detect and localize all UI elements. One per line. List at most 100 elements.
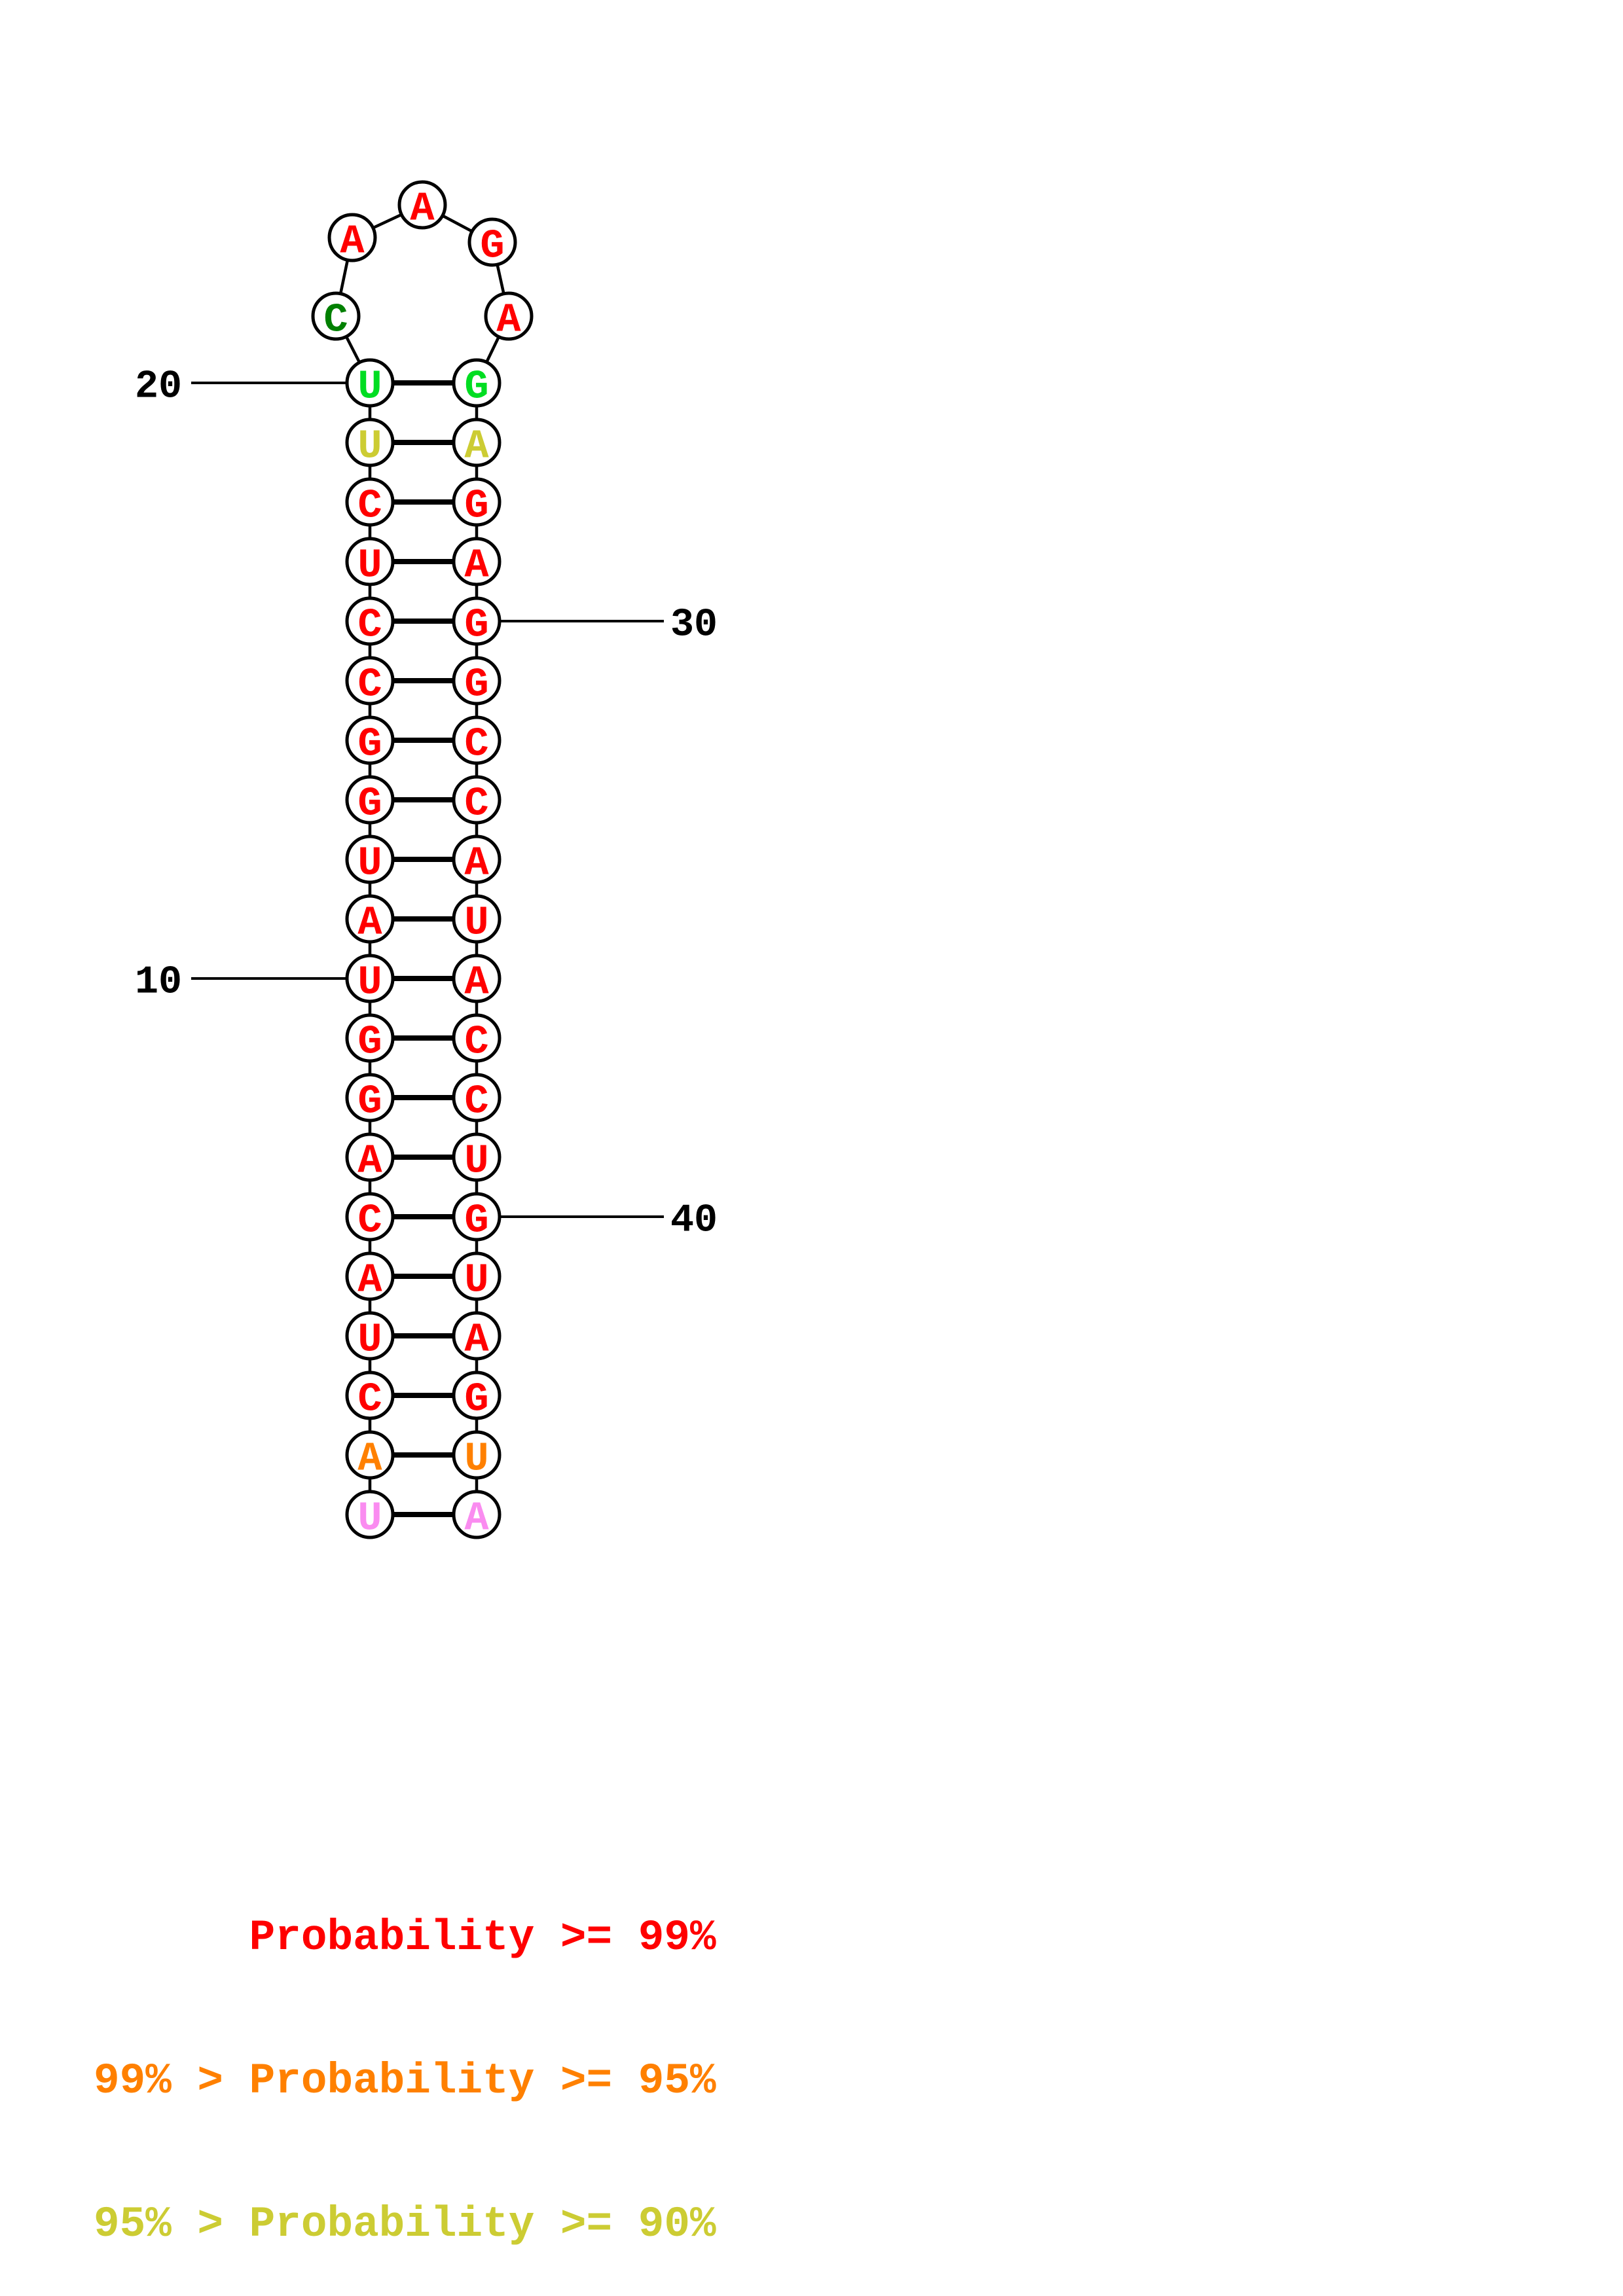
nucleotide-letter-1: U [357, 1495, 382, 1541]
nucleotide-circle-38 [452, 1073, 501, 1122]
nucleotide-letter-14: G [357, 721, 382, 767]
nucleotide-circle-14 [345, 715, 395, 765]
nucleotide-letter-6: C [357, 1197, 382, 1244]
nucleotide-letters: UACUACAGGUAUGGCCUCUUCAAGAGAGAGGCCAUACCUG… [323, 185, 521, 1541]
nucleotide-circle-19 [345, 418, 395, 467]
nucleotide-letter-8: G [357, 1078, 382, 1124]
nucleotide-letter-39: U [464, 1138, 488, 1184]
nucleotide-circle-10 [345, 954, 395, 1003]
nucleotide-letter-9: G [357, 1018, 382, 1065]
nucleotide-circle-30 [452, 596, 501, 646]
nucleotide-letter-28: G [464, 482, 488, 529]
position-label-30: 30 [670, 603, 718, 648]
nucleotide-letter-42: A [464, 1316, 489, 1363]
nucleotide-letter-33: C [464, 780, 488, 827]
nucleotide-letter-3: C [357, 1376, 382, 1422]
nucleotide-letter-31: G [464, 661, 488, 708]
position-label-20: 20 [135, 365, 182, 410]
nucleotide-letter-18: C [357, 482, 382, 529]
nucleotide-letter-12: U [357, 840, 382, 886]
nucleotide-letter-41: U [464, 1257, 488, 1303]
nucleotide-letter-36: A [464, 959, 489, 1005]
legend-line-p90: 95% > Probability >= 90% [94, 2200, 716, 2249]
nucleotide-letter-24: G [480, 223, 504, 269]
position-leader-lines [191, 382, 664, 1218]
nucleotide-letter-22: A [340, 218, 365, 264]
position-label-40: 40 [670, 1199, 718, 1244]
nucleotide-circle-8 [345, 1073, 395, 1122]
nucleotide-circle-29 [452, 537, 501, 586]
nucleotide-letter-45: A [464, 1495, 489, 1541]
nucleotide-letter-19: U [357, 423, 382, 469]
nucleotide-letter-30: G [464, 601, 488, 648]
nucleotide-circle-34 [452, 834, 501, 884]
nucleotide-circle-41 [452, 1251, 501, 1301]
nucleotide-letter-35: U [464, 899, 488, 946]
nucleotide-circle-21 [311, 291, 361, 341]
nucleotide-circle-45 [452, 1490, 501, 1539]
nucleotide-letter-34: A [464, 840, 489, 886]
nucleotide-circle-13 [345, 775, 395, 825]
nucleotide-letter-2: A [357, 1435, 382, 1482]
nucleotide-circle-37 [452, 1013, 501, 1063]
nucleotide-circle-4 [345, 1311, 395, 1361]
nucleotide-circle-2 [345, 1430, 395, 1480]
nucleotide-circle-40 [452, 1192, 501, 1242]
nucleotide-letter-11: A [357, 899, 382, 946]
nucleotide-circle-27 [452, 418, 501, 467]
nucleotide-circle-12 [345, 834, 395, 884]
nucleotide-circle-24 [467, 217, 517, 267]
nucleotide-circle-31 [452, 656, 501, 706]
nucleotide-letter-13: G [357, 780, 382, 827]
nucleotide-letter-5: A [357, 1257, 382, 1303]
nucleotide-circle-18 [345, 477, 395, 527]
nucleotide-circle-11 [345, 894, 395, 944]
nucleotide-circle-15 [345, 656, 395, 706]
nucleotide-circle-28 [452, 477, 501, 527]
nucleotide-circle-33 [452, 775, 501, 825]
position-labels: 20 30 10 40 [135, 365, 718, 1244]
nucleotide-circle-35 [452, 894, 501, 944]
nucleotide-letter-20: U [357, 363, 382, 410]
nucleotide-letter-29: A [464, 542, 489, 588]
nucleotide-letter-26: G [464, 363, 488, 410]
nucleotide-letter-4: U [357, 1316, 382, 1363]
nucleotide-circle-3 [345, 1371, 395, 1420]
nucleotide-letter-37: C [464, 1018, 488, 1065]
nucleotide-circle-20 [345, 358, 395, 408]
nucleotide-circle-23 [397, 180, 447, 230]
nucleotide-letter-23: A [410, 185, 435, 232]
nucleotide-letter-25: A [496, 296, 521, 343]
probability-legend: Probability >= 99% 99% > Probability >= … [94, 1818, 716, 2296]
nucleotide-letter-15: C [357, 661, 382, 708]
nucleotide-circles [311, 180, 534, 1539]
nucleotide-letter-16: C [357, 601, 382, 648]
nucleotide-circle-32 [452, 715, 501, 765]
nucleotide-circle-44 [452, 1430, 501, 1480]
nucleotide-letter-44: U [464, 1435, 488, 1482]
nucleotide-letter-27: A [464, 423, 489, 469]
nucleotide-circle-1 [345, 1490, 395, 1539]
nucleotide-circle-6 [345, 1192, 395, 1242]
nucleotide-letter-21: C [323, 296, 348, 343]
nucleotide-circle-9 [345, 1013, 395, 1063]
nucleotide-letter-43: G [464, 1376, 488, 1422]
nucleotide-letter-17: U [357, 542, 382, 588]
nucleotide-circle-17 [345, 537, 395, 586]
nucleotide-circle-7 [345, 1132, 395, 1182]
nucleotide-circle-22 [327, 213, 377, 262]
nucleotide-circle-25 [484, 291, 534, 341]
nucleotide-letter-7: A [357, 1138, 382, 1184]
nucleotide-circle-39 [452, 1132, 501, 1182]
nucleotide-circle-5 [345, 1251, 395, 1301]
nucleotide-letter-32: C [464, 721, 488, 767]
position-label-10: 10 [135, 961, 182, 1005]
legend-line-p95: 99% > Probability >= 95% [94, 2056, 716, 2106]
nucleotide-circle-26 [452, 358, 501, 408]
legend-line-p99: Probability >= 99% [94, 1913, 716, 1962]
nucleotide-letter-38: C [464, 1078, 488, 1124]
nucleotide-circle-42 [452, 1311, 501, 1361]
nucleotide-letter-40: G [464, 1197, 488, 1244]
